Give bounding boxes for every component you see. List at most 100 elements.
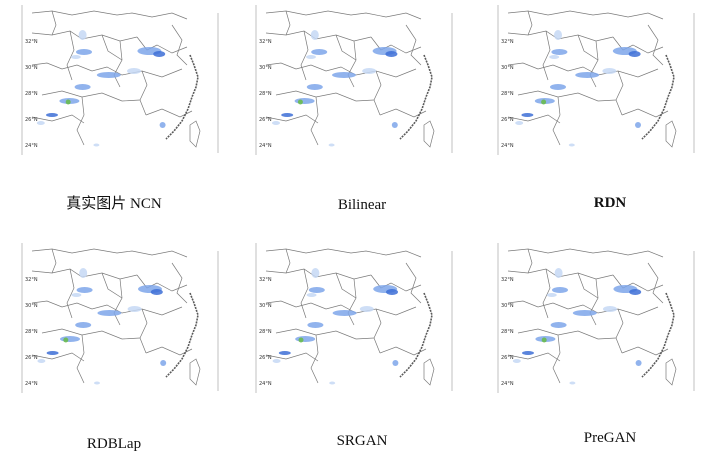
precipitation-area [75, 322, 92, 328]
precipitation-area [306, 55, 316, 59]
province-border [507, 352, 561, 362]
precipitation-area [515, 121, 524, 125]
map-6: 32°N 30°N 28°N 26°N 24°N [497, 243, 695, 393]
precipitation-area [127, 306, 142, 312]
province-border [101, 272, 123, 299]
latitude-label: 28°N [259, 91, 272, 97]
precipitation-area [385, 51, 398, 57]
province-border [265, 352, 319, 362]
precipitation-area [391, 122, 398, 128]
province-border [265, 114, 319, 124]
precipitation-area [603, 306, 617, 312]
province-border [405, 262, 422, 304]
province-border [370, 274, 422, 292]
precipitation-area [386, 289, 398, 295]
latitude-label: 24°N [259, 143, 272, 149]
precipitation-area [310, 30, 319, 40]
precipitation-area [575, 72, 600, 78]
precipitation-area [79, 268, 88, 278]
map-2: 32°N 30°N 28°N 26°N 24°N [255, 5, 453, 155]
province-border [310, 96, 319, 146]
province-border [265, 62, 417, 78]
province-border [171, 262, 188, 304]
province-border [76, 334, 85, 384]
latitude-label: 26°N [259, 355, 272, 361]
precipitation-area [294, 98, 315, 104]
precipitation-area [93, 143, 100, 147]
precipitation-area [568, 143, 575, 147]
province-border [285, 10, 291, 36]
precipitation-area [554, 30, 562, 40]
coastline [641, 54, 675, 140]
precipitation-area [65, 99, 71, 105]
province-border [379, 346, 427, 356]
precipitation-area [521, 113, 534, 117]
province-border [507, 114, 561, 124]
coastline [641, 292, 675, 378]
precipitation-area [359, 306, 374, 312]
latitude-label: 32°N [25, 39, 38, 45]
province-border [310, 334, 319, 384]
province-border [41, 90, 141, 102]
latitude-label: 30°N [25, 65, 38, 71]
province-border [31, 248, 188, 258]
map-panel-3: 32°N 30°N 28°N 26°N 24°N [497, 5, 698, 157]
map-panel-1: 32°N 30°N 28°N 26°N 24°N [21, 5, 222, 157]
province-border [577, 272, 599, 299]
latitude-label: 24°N [25, 143, 38, 149]
precipitation-area [46, 351, 59, 355]
province-border [76, 96, 85, 146]
caption-6: PreGAN [583, 430, 637, 446]
province-border [136, 274, 188, 292]
map-4: 32°N 30°N 28°N 26°N 24°N [21, 243, 219, 393]
province-border [577, 34, 599, 61]
latitude-label: 30°N [259, 65, 272, 71]
precipitation-area [311, 49, 328, 55]
latitude-label: 32°N [501, 277, 514, 283]
precipitation-area [512, 359, 521, 363]
precipitation-area [554, 268, 563, 278]
precipitation-area [160, 360, 167, 366]
latitude-label: 26°N [25, 117, 38, 123]
latitude-label: 26°N [501, 117, 514, 123]
island-outline [423, 120, 435, 148]
latitude-label: 30°N [25, 303, 38, 309]
precipitation-area [46, 113, 58, 117]
province-border [31, 352, 85, 362]
precipitation-area [332, 310, 357, 316]
latitude-label: 24°N [259, 381, 272, 387]
precipitation-area [550, 84, 566, 90]
province-border [615, 70, 624, 116]
province-border [370, 36, 422, 54]
precipitation-area [392, 360, 399, 366]
province-border [621, 108, 669, 118]
coastline [165, 54, 199, 140]
precipitation-area [329, 381, 336, 385]
precipitation-area [362, 68, 377, 74]
province-border [621, 346, 669, 356]
province-border [517, 90, 617, 102]
province-border [113, 278, 123, 326]
province-border [265, 300, 417, 316]
province-border [589, 278, 599, 326]
province-border [41, 328, 141, 340]
precipitation-area [328, 143, 335, 147]
province-border [171, 24, 188, 66]
map-panel-6: 32°N 30°N 28°N 26°N 24°N [497, 243, 698, 395]
latitude-label: 24°N [501, 381, 514, 387]
province-border [507, 10, 664, 20]
precipitation-area [635, 122, 641, 128]
precipitation-area [70, 55, 81, 59]
precipitation-area [159, 122, 166, 128]
precipitation-area [278, 351, 291, 355]
precipitation-area [71, 293, 82, 297]
latitude-label: 32°N [25, 277, 38, 283]
precipitation-area [63, 337, 69, 343]
province-border [507, 248, 664, 258]
province-border [347, 278, 357, 326]
province-border [542, 268, 551, 319]
precipitation-area [298, 337, 304, 343]
map-panel-4: 32°N 30°N 28°N 26°N 24°N [21, 243, 222, 395]
province-border [300, 30, 309, 81]
province-border [285, 248, 291, 274]
